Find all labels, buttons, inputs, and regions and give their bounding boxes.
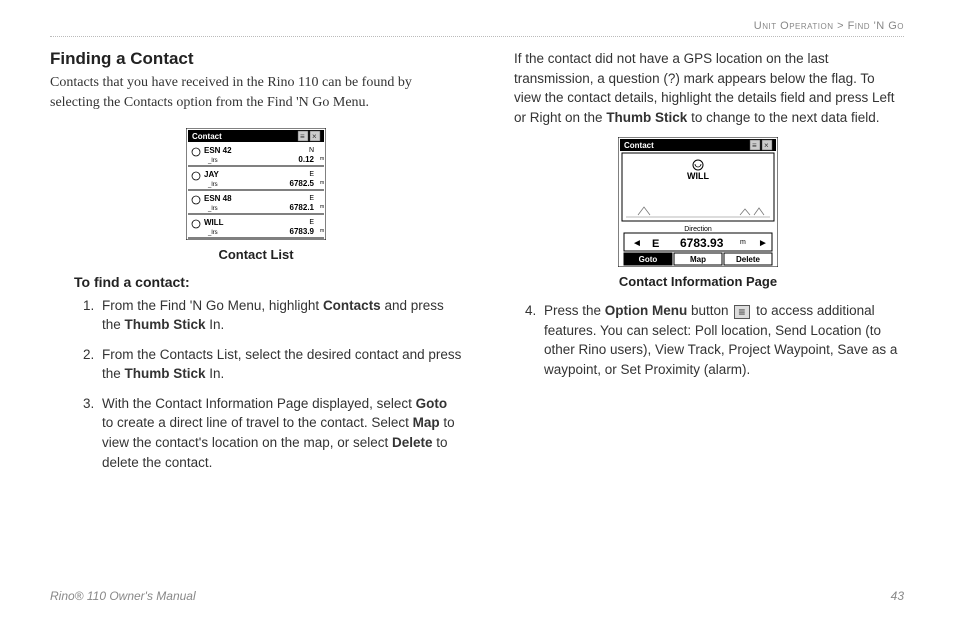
svg-text:Contact: Contact — [192, 132, 222, 141]
svg-text:≡: ≡ — [752, 141, 757, 150]
svg-text:m: m — [740, 239, 746, 246]
svg-text:Contact: Contact — [624, 141, 654, 150]
left-column: Finding a Contact Contacts that you have… — [50, 49, 462, 482]
steps-list-continued: Press the Option Menu button to access a… — [540, 301, 904, 379]
contact-info-figure: Contact ≡ × WILL Direction ◄ — [492, 137, 904, 289]
svg-text:_lrs: _lrs — [207, 206, 218, 212]
svg-text:m: m — [320, 204, 324, 210]
svg-text:E: E — [309, 171, 314, 178]
svg-text:×: × — [764, 141, 769, 150]
step-3: With the Contact Information Page displa… — [98, 394, 462, 472]
svg-text:◄: ◄ — [632, 238, 642, 249]
svg-text:JAY: JAY — [204, 170, 219, 179]
svg-text:E: E — [652, 238, 659, 250]
section-title: Finding a Contact — [50, 49, 462, 69]
svg-text:ESN 48: ESN 48 — [204, 194, 232, 203]
svg-text:E: E — [309, 219, 314, 226]
breadcrumb: Unit Operation > Find 'N Go — [50, 20, 904, 37]
page-footer: Rino® 110 Owner's Manual 43 — [50, 589, 904, 603]
step-4: Press the Option Menu button to access a… — [540, 301, 904, 379]
breadcrumb-separator: > — [837, 20, 844, 32]
svg-text:m: m — [320, 228, 324, 234]
svg-text:0.12: 0.12 — [298, 155, 314, 164]
breadcrumb-page: Find 'N Go — [848, 20, 904, 32]
contact-list-caption: Contact List — [50, 247, 462, 262]
breadcrumb-section: Unit Operation — [754, 20, 834, 32]
svg-text:Delete: Delete — [736, 255, 761, 264]
step-1: From the Find 'N Go Menu, highlight Cont… — [98, 296, 462, 335]
contact-info-screen: Contact ≡ × WILL Direction ◄ — [618, 137, 778, 272]
footer-page-number: 43 — [891, 589, 904, 603]
svg-text:_lrs: _lrs — [207, 182, 218, 188]
svg-text:N: N — [309, 147, 314, 154]
right-paragraph-1: If the contact did not have a GPS locati… — [514, 49, 904, 127]
steps-heading: To find a contact: — [74, 274, 462, 290]
svg-text:6783.9: 6783.9 — [290, 227, 315, 236]
svg-text:m: m — [320, 180, 324, 186]
svg-text:≡: ≡ — [300, 132, 305, 141]
svg-text:_lrs: _lrs — [207, 158, 218, 164]
svg-text:Map: Map — [690, 255, 706, 264]
option-menu-icon — [734, 305, 750, 319]
right-column: If the contact did not have a GPS locati… — [492, 49, 904, 482]
footer-manual-title: Rino® 110 Owner's Manual — [50, 589, 196, 603]
svg-text:Goto: Goto — [639, 255, 658, 264]
steps-list: From the Find 'N Go Menu, highlight Cont… — [98, 296, 462, 473]
svg-text:ESN 42: ESN 42 — [204, 146, 232, 155]
svg-text:_lrs: _lrs — [207, 230, 218, 236]
svg-text:Direction: Direction — [684, 226, 712, 233]
svg-text:WILL: WILL — [687, 171, 709, 181]
svg-text:6783.93: 6783.93 — [680, 236, 724, 250]
svg-text:×: × — [312, 132, 317, 141]
contact-info-caption: Contact Information Page — [492, 274, 904, 289]
contact-list-screen: Contact ≡ × ESN 42_lrsN0.12mJAY_lrsE6782… — [186, 128, 326, 245]
intro-text: Contacts that you have received in the R… — [50, 73, 462, 114]
svg-text:6782.1: 6782.1 — [290, 203, 315, 212]
svg-text:►: ► — [758, 238, 768, 249]
svg-text:6782.5: 6782.5 — [290, 179, 315, 188]
svg-text:m: m — [320, 156, 324, 162]
contact-list-figure: Contact ≡ × ESN 42_lrsN0.12mJAY_lrsE6782… — [50, 128, 462, 262]
svg-text:WILL: WILL — [204, 218, 224, 227]
svg-text:E: E — [309, 195, 314, 202]
step-2: From the Contacts List, select the desir… — [98, 345, 462, 384]
